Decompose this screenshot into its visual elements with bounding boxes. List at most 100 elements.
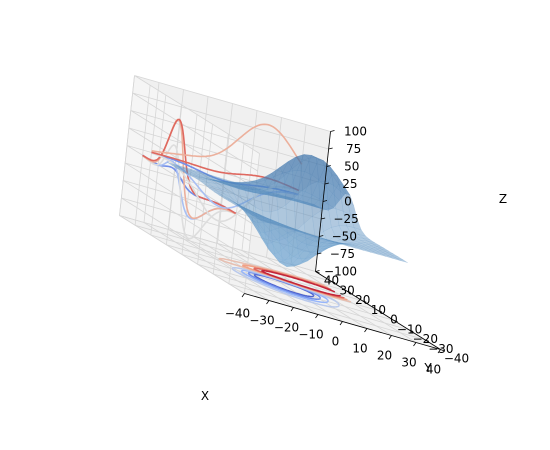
surface-patch (203, 172, 216, 179)
surface-patch (233, 181, 246, 188)
surface-patch (332, 239, 346, 244)
grid-line-z (121, 197, 318, 277)
surface-patch (342, 242, 355, 244)
surface-patch (251, 214, 264, 221)
y-tick-label: 30 (339, 283, 354, 297)
surface-patch (247, 208, 260, 215)
surface-patch (273, 161, 289, 178)
surface-patch (292, 228, 305, 234)
surface-patch (259, 231, 272, 244)
surface-patch (259, 191, 273, 197)
surface-patch (297, 251, 312, 259)
surface-patch (200, 180, 213, 187)
surface-patch (257, 192, 270, 196)
surface-patch (188, 172, 201, 178)
y-tick-mark (424, 339, 430, 342)
surface-patch (261, 238, 274, 255)
surface-patch (338, 225, 352, 235)
surface-patch (218, 194, 231, 201)
surface-patch (312, 248, 327, 257)
surface-patch (235, 202, 248, 214)
surface-patch (374, 247, 387, 253)
surface-patch (332, 184, 346, 201)
surface-patch (308, 157, 319, 185)
surface-patch (278, 222, 291, 228)
grid-line-z (128, 127, 326, 207)
surface-patch (336, 175, 348, 199)
x-tick-label: −20 (274, 321, 299, 335)
surface-patch (258, 172, 272, 183)
z-tick-label: 50 (344, 160, 359, 174)
surface-patch (250, 177, 264, 184)
axis-lines (241, 130, 445, 354)
surface-patch (254, 212, 267, 219)
surface-patch (288, 226, 301, 232)
surface-patch (193, 171, 206, 178)
surface-patch (298, 245, 311, 262)
surface-patch (273, 222, 287, 228)
surface-patch (284, 195, 297, 202)
surface-patch (200, 177, 214, 180)
grid-line-z (132, 92, 329, 172)
y-tick-label: 40 (324, 274, 339, 288)
y-projection-curve (151, 152, 300, 223)
surface-patch (268, 222, 281, 230)
surface-patch (226, 190, 239, 204)
surface-patch (249, 190, 263, 195)
x-tick-label: 20 (377, 349, 392, 363)
surface-patch (349, 244, 362, 248)
surface-patch (288, 237, 302, 249)
surface-patch (326, 193, 340, 208)
surface-patch (354, 243, 367, 247)
surface-patch (306, 202, 319, 208)
surface-patch (203, 177, 216, 182)
x-tick-mark (315, 314, 319, 319)
surface-patch (311, 159, 326, 181)
surface-patch (324, 238, 337, 243)
surface-patch (265, 167, 281, 181)
surface-patch (343, 185, 355, 207)
surface-patch (267, 193, 280, 198)
surface-patch (209, 188, 222, 195)
surface-patch (358, 247, 372, 253)
surface-patch (252, 189, 265, 195)
surface-patch (313, 238, 328, 243)
surface-patch (167, 162, 180, 168)
surface-patch (323, 160, 334, 186)
surface-patch (220, 181, 233, 188)
y-tick-mark (330, 280, 336, 284)
surface-patch (255, 177, 268, 190)
surface-patch (305, 233, 318, 237)
surface-patch (294, 199, 307, 204)
surface-patch (321, 240, 335, 244)
z-tick-mark (330, 130, 335, 132)
surface-patch (346, 244, 360, 249)
surface-patch (379, 249, 392, 256)
surface-patch (270, 221, 283, 228)
surface-patch (261, 216, 275, 223)
surface-patch (340, 190, 351, 216)
surface-patch (306, 236, 321, 242)
surface-patch (258, 216, 271, 223)
surface-patch (334, 242, 347, 245)
surface-patch (277, 204, 288, 241)
surface-patch (290, 227, 303, 232)
surface-patch (280, 223, 293, 229)
grid-line-z (130, 110, 327, 189)
surface-patch (237, 186, 249, 203)
surface-patch (205, 178, 218, 182)
surface-patch (252, 189, 263, 212)
surface-patch (281, 156, 297, 174)
surface-patch (283, 168, 295, 206)
surface-patch (282, 232, 295, 243)
z-tick-label: 25 (342, 177, 357, 191)
y-tick-mark (315, 271, 320, 274)
y-tick-mark (377, 310, 383, 313)
surface-patch (232, 203, 245, 209)
surface-patch (359, 244, 372, 249)
surface-patch (362, 238, 376, 243)
grid-line-z (123, 180, 320, 259)
surface-patch (240, 197, 252, 218)
surface-patch (326, 181, 337, 209)
surface-patch (207, 182, 220, 189)
